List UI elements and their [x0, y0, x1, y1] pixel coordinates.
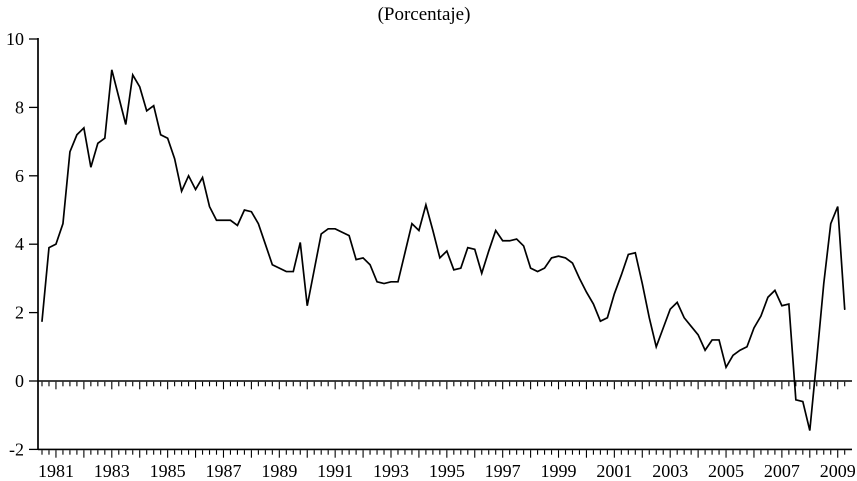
y-tick-label: 8	[15, 97, 24, 117]
x-tick-label: 1997	[485, 461, 521, 481]
x-tick-label: 1989	[261, 461, 297, 481]
chart-title: (Porcentaje)	[378, 4, 471, 25]
y-tick-label: 6	[15, 166, 24, 186]
y-tick-label: 2	[15, 303, 24, 323]
x-tick-label: 2005	[708, 461, 744, 481]
x-tick-label: 1993	[373, 461, 409, 481]
x-tick-label: 1983	[94, 461, 130, 481]
x-tick-label: 1985	[150, 461, 186, 481]
x-tick-label: 2003	[652, 461, 688, 481]
y-tick-label: 4	[15, 234, 24, 254]
data-line	[41, 69, 846, 431]
x-tick-label: 1987	[205, 461, 241, 481]
x-tick-label: 1999	[541, 461, 577, 481]
x-tick-label: 1995	[429, 461, 465, 481]
y-tick-label: -2	[9, 439, 24, 459]
x-tick-label: 1981	[38, 461, 74, 481]
x-tick-label: 2009	[820, 461, 856, 481]
x-tick-label: 2007	[764, 461, 800, 481]
y-tick-label: 10	[6, 29, 24, 49]
y-tick-label: 0	[15, 371, 24, 391]
plot-area: 10 8 6 4 2 0 -2 1981 1983 1985 1987 1989 1991 1993 199…	[6, 29, 856, 481]
x-tick-label: 2001	[596, 461, 632, 481]
x-tick-label: 1991	[317, 461, 353, 481]
